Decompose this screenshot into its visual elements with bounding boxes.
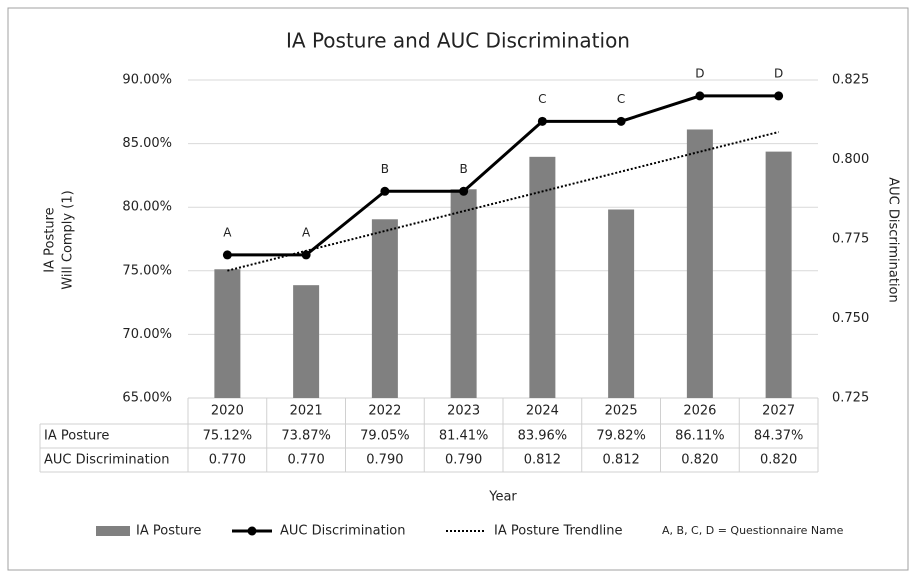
bar bbox=[293, 285, 320, 398]
y-tick-label: 80.00% bbox=[122, 200, 172, 215]
bar bbox=[371, 219, 398, 398]
table-cell: 0.812 bbox=[524, 453, 561, 468]
x-tick-label: 2020 bbox=[211, 404, 244, 419]
legend-swatch bbox=[96, 526, 130, 536]
marker bbox=[616, 116, 626, 126]
x-tick-label: 2024 bbox=[526, 404, 559, 419]
table-cell: 81.41% bbox=[439, 429, 489, 444]
y-tick-label: 65.00% bbox=[122, 391, 172, 406]
marker bbox=[537, 116, 547, 126]
bar bbox=[608, 209, 635, 398]
y-axis-title: Will Comply (1) bbox=[61, 190, 76, 289]
table-cell: 0.770 bbox=[209, 453, 246, 468]
table-cell: 83.96% bbox=[518, 429, 568, 444]
table-cell: 0.820 bbox=[681, 453, 718, 468]
bar bbox=[214, 269, 241, 398]
table-cell: 0.790 bbox=[366, 453, 403, 468]
table-cell: 0.820 bbox=[760, 453, 797, 468]
table-cell: 79.82% bbox=[596, 429, 646, 444]
bar bbox=[529, 156, 556, 398]
y-tick-label: 85.00% bbox=[122, 136, 172, 151]
marker bbox=[459, 186, 469, 196]
table-cell: 86.11% bbox=[675, 429, 725, 444]
x-tick-label: 2025 bbox=[605, 404, 638, 419]
trendline bbox=[227, 131, 779, 272]
legend-swatch bbox=[247, 526, 257, 536]
y-tick-label: 70.00% bbox=[122, 327, 172, 342]
y2-axis-title: AUC Discrimination bbox=[886, 177, 901, 303]
marker bbox=[301, 250, 311, 260]
point-label: C bbox=[617, 92, 625, 106]
legend-label: IA Posture Trendline bbox=[494, 524, 623, 539]
y2-tick-label: 0.800 bbox=[832, 152, 869, 167]
y-tick-label: 75.00% bbox=[122, 263, 172, 278]
point-label: B bbox=[381, 162, 389, 176]
table-cell: 73.87% bbox=[281, 429, 331, 444]
y2-tick-label: 0.750 bbox=[832, 311, 869, 326]
table-cell: 75.12% bbox=[203, 429, 253, 444]
point-label: A bbox=[302, 225, 311, 239]
bar bbox=[450, 189, 477, 398]
x-axis-title: Year bbox=[488, 490, 517, 505]
marker bbox=[695, 91, 705, 101]
line bbox=[227, 94, 779, 257]
table-cell: 79.05% bbox=[360, 429, 410, 444]
y2-tick-label: 0.725 bbox=[832, 391, 869, 406]
marker bbox=[380, 186, 390, 196]
point-label: C bbox=[538, 92, 546, 106]
table-row-header: AUC Discrimination bbox=[44, 453, 170, 468]
marker bbox=[222, 250, 232, 260]
chart-title: IA Posture and AUC Discrimination bbox=[286, 29, 630, 53]
table-cell: 0.790 bbox=[445, 453, 482, 468]
y2-tick-label: 0.775 bbox=[832, 232, 869, 247]
marker bbox=[774, 91, 784, 101]
bar bbox=[686, 129, 713, 398]
table-cell: 84.37% bbox=[754, 429, 804, 444]
y2-tick-label: 0.825 bbox=[832, 73, 869, 88]
bar bbox=[765, 151, 792, 398]
x-tick-label: 2026 bbox=[683, 404, 716, 419]
table-row-header: IA Posture bbox=[44, 429, 109, 444]
x-tick-label: 2027 bbox=[762, 404, 795, 419]
legend-note: A, B, C, D = Questionnaire Name bbox=[662, 524, 844, 537]
legend-label: AUC Discrimination bbox=[280, 524, 406, 539]
point-label: D bbox=[695, 66, 704, 80]
legend-label: IA Posture bbox=[136, 524, 201, 539]
x-tick-label: 2023 bbox=[447, 404, 480, 419]
x-tick-label: 2022 bbox=[368, 404, 401, 419]
y-tick-label: 90.00% bbox=[122, 73, 172, 88]
table-cell: 0.770 bbox=[288, 453, 325, 468]
x-tick-label: 2021 bbox=[290, 404, 323, 419]
point-label: D bbox=[774, 66, 783, 80]
point-label: B bbox=[460, 162, 468, 176]
point-label: A bbox=[223, 225, 232, 239]
y-axis-title: IA Posture bbox=[43, 207, 58, 272]
table-cell: 0.812 bbox=[603, 453, 640, 468]
